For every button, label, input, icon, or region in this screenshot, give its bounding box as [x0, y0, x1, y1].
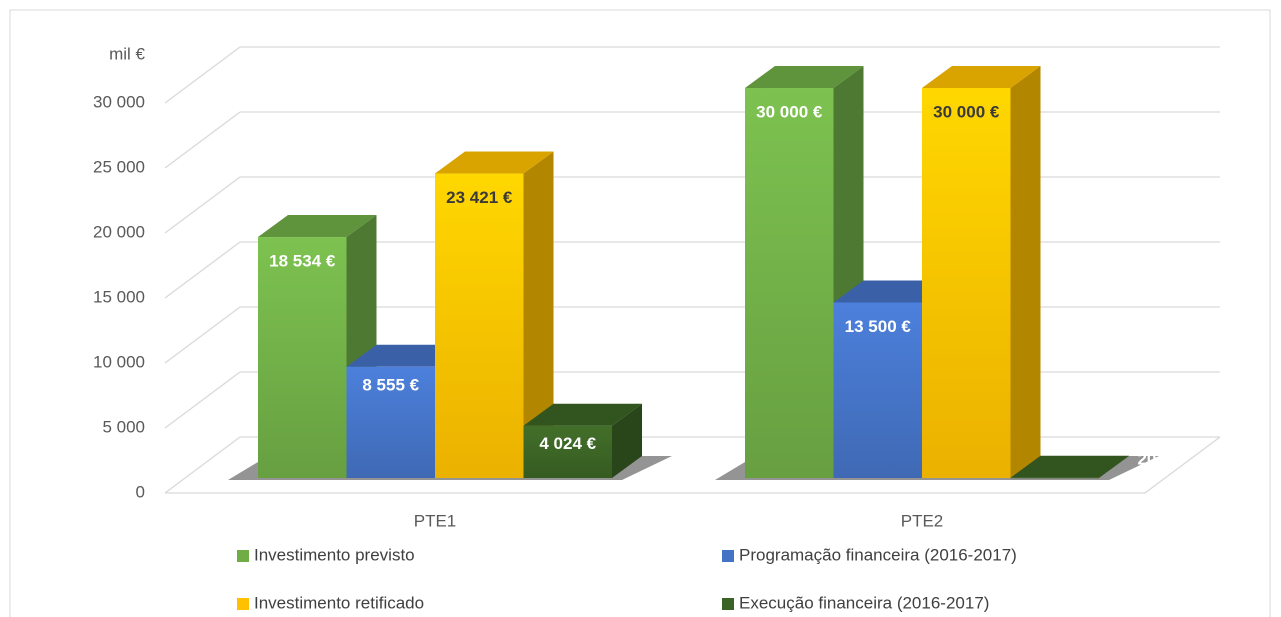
bar [1010, 477, 1099, 479]
y-tick-label: 25 000 [93, 157, 145, 176]
bar-top [922, 66, 1041, 88]
grid-line [164, 436, 241, 494]
legend-swatch [237, 598, 249, 610]
y-tick-label: 30 000 [93, 92, 145, 111]
data-label: 18 534 € [269, 252, 336, 271]
grid-line [164, 306, 241, 364]
bar-top [258, 215, 377, 238]
bar-top [745, 66, 864, 88]
y-tick-label: 0 [136, 482, 145, 501]
y-tick-label: 5 000 [102, 417, 145, 436]
bar-side [523, 151, 554, 479]
bar-side [1010, 66, 1041, 478]
y-tick-label: 15 000 [93, 287, 145, 306]
data-label: 30 000 € [756, 102, 823, 121]
grid-line [164, 46, 241, 104]
chart-border [9, 9, 1271, 617]
bar [435, 173, 524, 479]
data-label: 13 500 € [845, 317, 912, 336]
x-tick-label: PTE1 [414, 511, 457, 530]
data-label: 8 555 € [362, 375, 419, 394]
data-label: 23 421 € [446, 188, 513, 207]
y-tick-label: 10 000 [93, 352, 145, 371]
bar [258, 237, 347, 478]
legend-label: Execução financeira (2016-2017) [739, 593, 989, 612]
bar-top [1010, 455, 1129, 478]
bar [922, 88, 1011, 478]
bar [523, 425, 612, 478]
legend-swatch [237, 550, 249, 562]
bar [346, 366, 435, 478]
y-tick-label: 20 000 [93, 222, 145, 241]
legend-swatch [722, 550, 734, 562]
y-axis-label: mil € [109, 44, 145, 63]
legend-label: Investimento retificado [254, 593, 424, 612]
floor-edge [1144, 436, 1221, 494]
legend-swatch [722, 598, 734, 610]
bar-side [612, 403, 642, 478]
x-tick-label: PTE2 [901, 511, 944, 530]
grid-line [164, 371, 241, 429]
bar-side [1099, 455, 1129, 478]
grid-line [164, 176, 241, 234]
data-label: 30 000 € [933, 102, 1000, 121]
legend-label: Investimento previsto [254, 545, 415, 564]
bar [833, 302, 922, 478]
data-label: 20 € [1137, 449, 1171, 468]
grid-line [164, 241, 241, 299]
legend-label: Programação financeira (2016-2017) [739, 545, 1017, 564]
bar-top [435, 151, 554, 174]
data-label: 4 024 € [539, 434, 596, 453]
grid-line [164, 111, 241, 169]
bar [745, 88, 834, 478]
bar-top [523, 403, 642, 426]
